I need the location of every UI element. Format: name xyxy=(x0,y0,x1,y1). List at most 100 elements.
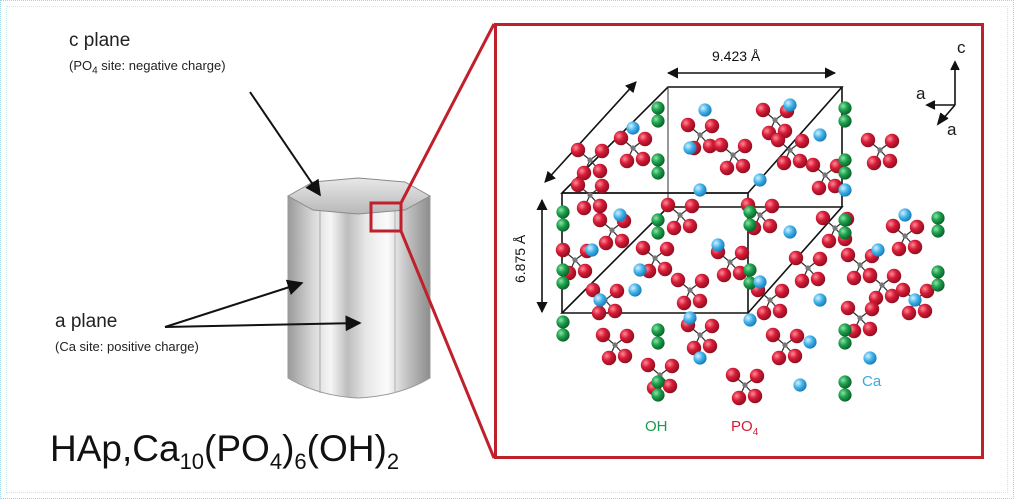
ca-atom xyxy=(613,208,627,222)
oxygen-atom xyxy=(805,157,821,173)
oh-atom xyxy=(838,153,852,167)
oh-atom xyxy=(838,213,852,227)
oxygen-atom xyxy=(774,283,790,299)
legend-oh: OH xyxy=(645,418,668,435)
oxygen-atom xyxy=(731,390,747,406)
oxygen-atom xyxy=(670,272,686,288)
oh-atom xyxy=(838,336,852,350)
oh-atom xyxy=(838,388,852,402)
ca-atom xyxy=(633,263,647,277)
oxygen-atom xyxy=(815,210,831,226)
oxygen-atom xyxy=(686,340,702,356)
oxygen-atom xyxy=(704,118,720,134)
phosphorus-atom xyxy=(697,332,703,338)
c-plane-arrow xyxy=(249,91,321,197)
oxygen-atom xyxy=(884,133,900,149)
oxygen-atom xyxy=(810,271,826,287)
ca-atom xyxy=(683,141,697,155)
oxygen-atom xyxy=(592,198,608,214)
oxygen-atom xyxy=(664,358,680,374)
oh-atom xyxy=(651,375,665,389)
oxygen-atom xyxy=(594,143,610,159)
c-plane-subtitle: (PO4 site: negative charge) xyxy=(69,58,226,77)
oxygen-atom xyxy=(812,251,828,267)
ca-atom xyxy=(753,173,767,187)
oxygen-atom xyxy=(719,160,735,176)
oxygen-atom xyxy=(702,138,718,154)
oxygen-atom xyxy=(868,290,884,306)
oxygen-atom xyxy=(846,270,862,286)
oxygen-atom xyxy=(840,300,856,316)
oh-atom xyxy=(838,166,852,180)
oxygen-atom xyxy=(734,245,750,261)
oh-atom xyxy=(651,213,665,227)
ca-atom xyxy=(813,293,827,307)
ca-atom xyxy=(693,183,707,197)
phosphorus-atom xyxy=(822,172,828,178)
phosphorus-atom xyxy=(587,157,593,163)
oh-atom xyxy=(651,388,665,402)
oxygen-atom xyxy=(659,241,675,257)
oh-atom xyxy=(651,101,665,115)
oxygen-atom xyxy=(617,348,633,364)
inner-frame xyxy=(6,6,1008,493)
phosphorus-atom xyxy=(832,225,838,231)
oxygen-atom xyxy=(680,117,696,133)
oxygen-atom xyxy=(794,273,810,289)
a-plane-arrow-upper xyxy=(164,279,304,328)
oxygen-atom xyxy=(609,283,625,299)
oxygen-atom xyxy=(811,180,827,196)
phosphorus-atom xyxy=(787,147,793,153)
oxygen-atom xyxy=(570,177,586,193)
oxygen-atom xyxy=(755,102,771,118)
oxygen-atom xyxy=(666,220,682,236)
phosphorus-atom xyxy=(879,282,885,288)
oxygen-atom xyxy=(772,303,788,319)
oxygen-atom xyxy=(595,327,611,343)
oxygen-atom xyxy=(684,198,700,214)
hap-formula: HAp,Ca10(PO4)6(OH)2 xyxy=(50,428,400,474)
oxygen-atom xyxy=(771,350,787,366)
oxygen-atom xyxy=(716,267,732,283)
ca-atom xyxy=(743,313,757,327)
oxygen-atom xyxy=(864,301,880,317)
oxygen-atom xyxy=(885,218,901,234)
phosphorus-atom xyxy=(572,257,578,263)
oxygen-atom xyxy=(788,250,804,266)
phosphorus-atom xyxy=(652,255,658,261)
ca-atom xyxy=(698,103,712,117)
oxygen-atom xyxy=(635,240,651,256)
oxygen-atom xyxy=(592,163,608,179)
phosphorus-atom xyxy=(727,259,733,265)
oh-atom xyxy=(838,101,852,115)
ca-atom xyxy=(753,275,767,289)
oh-atom xyxy=(556,205,570,219)
oh-atom xyxy=(931,265,945,279)
oxygen-atom xyxy=(860,132,876,148)
oxygen-atom xyxy=(794,133,810,149)
oxygen-atom xyxy=(792,153,808,169)
ca-atom xyxy=(863,351,877,365)
oh-atom xyxy=(838,114,852,128)
oxygen-atom xyxy=(640,357,656,373)
legend-po4: PO4 xyxy=(731,418,759,438)
dim-diagonal-arrow xyxy=(544,81,637,183)
ca-atom xyxy=(683,311,697,325)
oxygen-atom xyxy=(909,219,925,235)
phosphorus-atom xyxy=(857,315,863,321)
oh-atom xyxy=(838,375,852,389)
oxygen-atom xyxy=(660,197,676,213)
phosphorus-atom xyxy=(742,382,748,388)
oh-atom xyxy=(651,166,665,180)
oxygen-atom xyxy=(592,212,608,228)
oh-atom xyxy=(743,276,757,290)
ca-atom xyxy=(813,128,827,142)
atoms-layer xyxy=(555,98,945,406)
oxygen-atom xyxy=(635,151,651,167)
axis-a2-label: a xyxy=(947,120,957,139)
oxygen-atom xyxy=(591,305,607,321)
phosphorus-atom xyxy=(857,262,863,268)
crystal-top-face xyxy=(286,177,432,215)
